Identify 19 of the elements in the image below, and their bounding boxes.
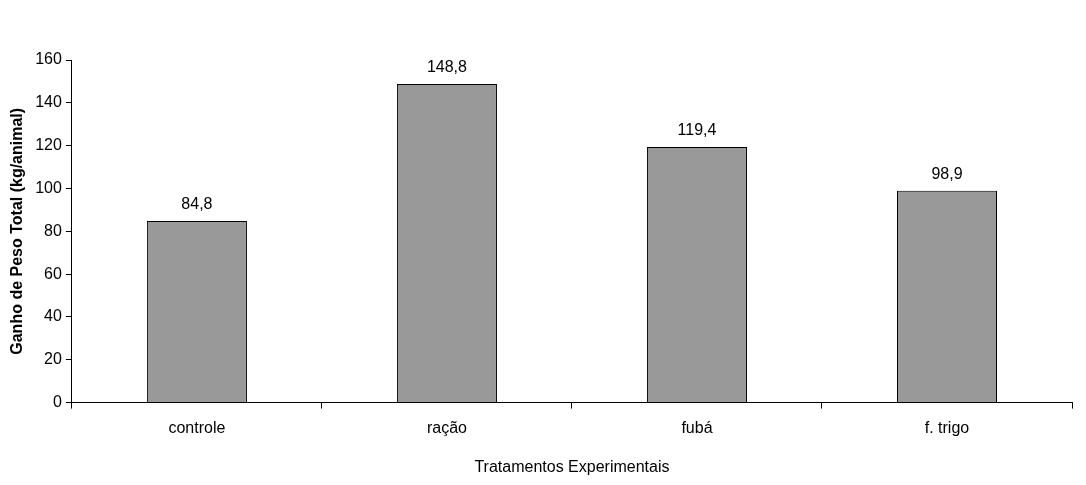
- x-tick-label: controle: [168, 418, 226, 436]
- y-tick-label: 40: [44, 307, 62, 325]
- y-tick-label: 20: [44, 350, 62, 368]
- x-tick-label: f. trigo: [924, 418, 970, 436]
- y-tick-label: 100: [35, 178, 62, 196]
- data-label: 148,8: [426, 58, 468, 76]
- y-tick-label: 120: [35, 136, 62, 154]
- data-label: 84,8: [181, 195, 213, 213]
- data-label: 119,4: [677, 121, 717, 139]
- y-tick-label: 0: [52, 393, 62, 411]
- x-tick-label: fubá: [681, 418, 713, 436]
- y-tick-label: 60: [44, 264, 62, 282]
- data-label: 98,9: [931, 165, 963, 183]
- y-tick-label: 160: [35, 50, 62, 68]
- x-axis-title: Tratamentos Experimentais: [474, 457, 670, 475]
- y-tick-label: 80: [44, 221, 62, 239]
- y-tick-label: 140: [35, 93, 62, 111]
- x-tick-label: ração: [426, 418, 468, 436]
- y-axis-title: Ganho de Peso Total (kg/animal): [8, 107, 26, 355]
